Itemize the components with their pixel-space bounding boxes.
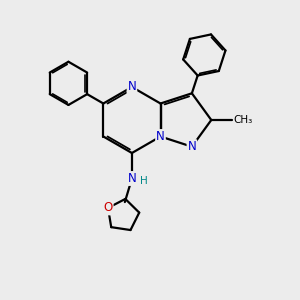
Text: N: N [128, 172, 136, 185]
Text: N: N [188, 140, 196, 153]
Text: O: O [103, 201, 112, 214]
Text: N: N [128, 80, 136, 94]
Text: N: N [156, 130, 165, 143]
Text: H: H [140, 176, 148, 186]
Text: CH₃: CH₃ [233, 115, 252, 125]
